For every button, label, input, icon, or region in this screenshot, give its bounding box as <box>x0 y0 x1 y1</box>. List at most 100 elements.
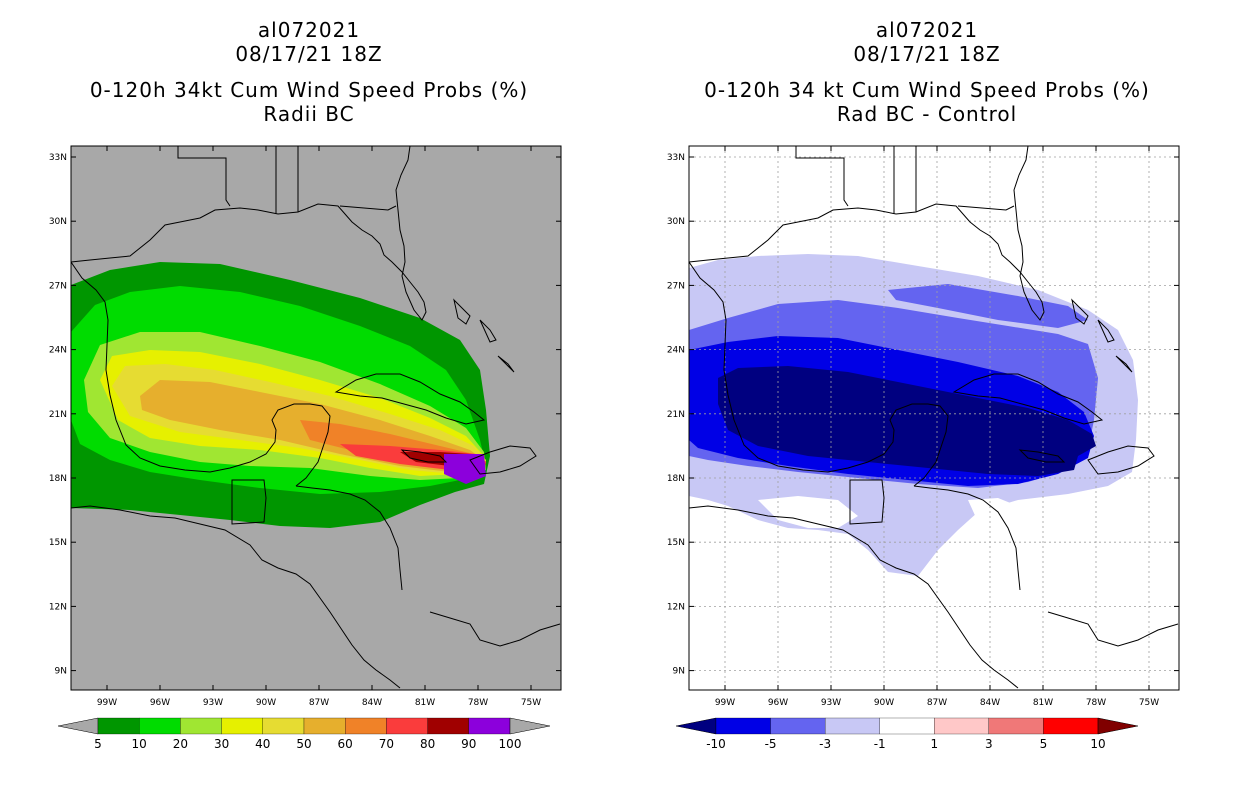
left-colorbar-label: 60 <box>338 737 353 751</box>
left-colorbar-label: 80 <box>420 737 435 751</box>
diff-neg10 <box>718 366 1096 476</box>
right-lat-label: 30N <box>667 217 685 227</box>
right-lon-label: 75W <box>1139 698 1159 708</box>
left-title: 0-120h 34kt Cum Wind Speed Probs (%) <box>89 78 529 102</box>
left-colorbar-swatch <box>468 717 511 735</box>
diff-gap-2 <box>968 498 1018 522</box>
right-colorbar-end-right <box>1097 717 1139 735</box>
left-colorbar-label: 30 <box>214 737 229 751</box>
right-title-block: al072021 08/17/21 18Z 0-120h 34 kt Cum W… <box>618 18 1236 126</box>
left-colorbar-label: 10 <box>132 737 147 751</box>
left-colorbar-end-left <box>57 717 99 735</box>
left-subtitle: Radii BC <box>263 102 355 126</box>
left-lat-label: 9N <box>55 667 67 677</box>
right-lon-label: 84W <box>980 698 1000 708</box>
right-colorbar: -10 -5 -3 -1 1 3 5 10 <box>675 717 1139 751</box>
right-lat-label: 12N <box>667 602 685 612</box>
right-lon-label: 87W <box>927 698 947 708</box>
left-lon-label: 99W <box>97 698 117 708</box>
left-lon-label: 81W <box>415 698 435 708</box>
right-axis-ticks: 99W 96W 93W 90W 87W 84W 81W 78W 75W 33N 30N 27N 24N 2… <box>667 146 1179 708</box>
left-colorbar-swatch <box>262 717 305 735</box>
left-axis-ticks: 99W 96W 93W 90W 87W 84W 81W 78W 75W 33N 30N 27N 24N 2… <box>49 146 561 708</box>
right-lat-label: 21N <box>667 410 685 420</box>
left-lat-label: 24N <box>49 346 67 356</box>
right-title: 0-120h 34 kt Cum Wind Speed Probs (%) <box>704 78 1150 102</box>
right-colorbar-swatch <box>770 717 826 735</box>
left-lat-label: 33N <box>49 153 67 163</box>
right-lat-label: 27N <box>667 281 685 291</box>
right-colorbar-label: 1 <box>930 737 938 751</box>
right-colorbar-swatch <box>715 717 771 735</box>
right-colorbar-swatch <box>988 717 1044 735</box>
left-colorbar-swatch <box>180 717 222 735</box>
right-lon-label: 78W <box>1086 698 1106 708</box>
left-colorbar-swatch <box>139 717 181 735</box>
left-lat-label: 21N <box>49 410 67 420</box>
right-lon-label: 96W <box>768 698 788 708</box>
left-colorbar-swatch <box>303 717 346 735</box>
right-colorbar-label: -5 <box>765 737 777 751</box>
right-colorbar-swatch <box>934 717 990 735</box>
left-lon-label: 87W <box>309 698 329 708</box>
panel-radii-bc: al072021 08/17/21 18Z 0-120h 34kt Cum Wi… <box>0 18 618 751</box>
left-colorbar-end-right <box>509 717 551 735</box>
left-colorbar-label: 90 <box>461 737 476 751</box>
left-probability-field <box>71 146 561 689</box>
left-title-block: al072021 08/17/21 18Z 0-120h 34kt Cum Wi… <box>0 18 618 126</box>
left-map-svg: 99W 96W 93W 90W 87W 84W 81W 78W 75W 33N 30N 27N 24N 2… <box>49 145 562 751</box>
right-lat-label: 15N <box>667 538 685 548</box>
right-colorbar-label: -1 <box>874 737 886 751</box>
right-colorbar-swatch <box>824 717 880 735</box>
left-datetime: 08/17/21 18Z <box>235 42 383 66</box>
right-lat-label: 18N <box>667 474 685 484</box>
right-colorbar-swatch <box>1043 717 1099 735</box>
right-lon-label: 93W <box>821 698 841 708</box>
right-lat-label: 9N <box>673 667 685 677</box>
right-difference-field <box>689 254 1138 576</box>
right-colorbar-label: 3 <box>985 737 993 751</box>
left-colorbar-label: 70 <box>379 737 394 751</box>
right-colorbar-swatch <box>879 717 935 735</box>
right-subtitle: Rad BC - Control <box>836 102 1018 126</box>
left-lat-label: 18N <box>49 474 67 484</box>
left-colorbar-label: 100 <box>499 737 522 751</box>
right-storm-id: al072021 <box>875 18 979 42</box>
right-lat-label: 24N <box>667 346 685 356</box>
left-colorbar-label: 20 <box>173 737 188 751</box>
prob-90 <box>444 454 486 484</box>
right-colorbar-label: 5 <box>1040 737 1048 751</box>
right-map-svg: 99W 96W 93W 90W 87W 84W 81W 78W 75W 33N 30N 27N 24N 2… <box>667 145 1180 751</box>
left-colorbar-swatch <box>97 717 140 735</box>
right-colorbar-label: -3 <box>819 737 831 751</box>
left-colorbar: 5 10 20 30 40 50 60 70 80 90 100 <box>57 717 551 751</box>
panel-rad-bc-minus-control: al072021 08/17/21 18Z 0-120h 34 kt Cum W… <box>618 0 1236 800</box>
right-lat-label: 33N <box>667 153 685 163</box>
left-colorbar-swatch <box>345 717 387 735</box>
left-lon-label: 96W <box>150 698 170 708</box>
right-map-frame <box>688 145 1180 691</box>
right-lon-label: 99W <box>715 698 735 708</box>
right-lon-label: 90W <box>874 698 894 708</box>
left-lon-label: 90W <box>256 698 276 708</box>
left-lon-label: 78W <box>468 698 488 708</box>
left-map-frame <box>70 145 562 691</box>
right-datetime: 08/17/21 18Z <box>853 42 1001 66</box>
left-colorbar-swatch <box>427 717 469 735</box>
left-lon-label: 93W <box>203 698 223 708</box>
left-lon-label: 84W <box>362 698 382 708</box>
right-colorbar-end-left <box>675 717 717 735</box>
left-storm-id: al072021 <box>257 18 361 42</box>
left-colorbar-label: 40 <box>255 737 270 751</box>
diff-gap-1 <box>758 496 858 528</box>
left-lat-label: 30N <box>49 217 67 227</box>
left-lon-label: 75W <box>521 698 541 708</box>
left-colorbar-swatch <box>221 717 263 735</box>
right-colorbar-label: -10 <box>706 737 726 751</box>
left-colorbar-label: 50 <box>296 737 311 751</box>
left-colorbar-label: 5 <box>94 737 102 751</box>
left-lat-label: 12N <box>49 602 67 612</box>
right-colorbar-label: 10 <box>1090 737 1105 751</box>
left-lat-label: 27N <box>49 281 67 291</box>
left-colorbar-swatch <box>386 717 428 735</box>
